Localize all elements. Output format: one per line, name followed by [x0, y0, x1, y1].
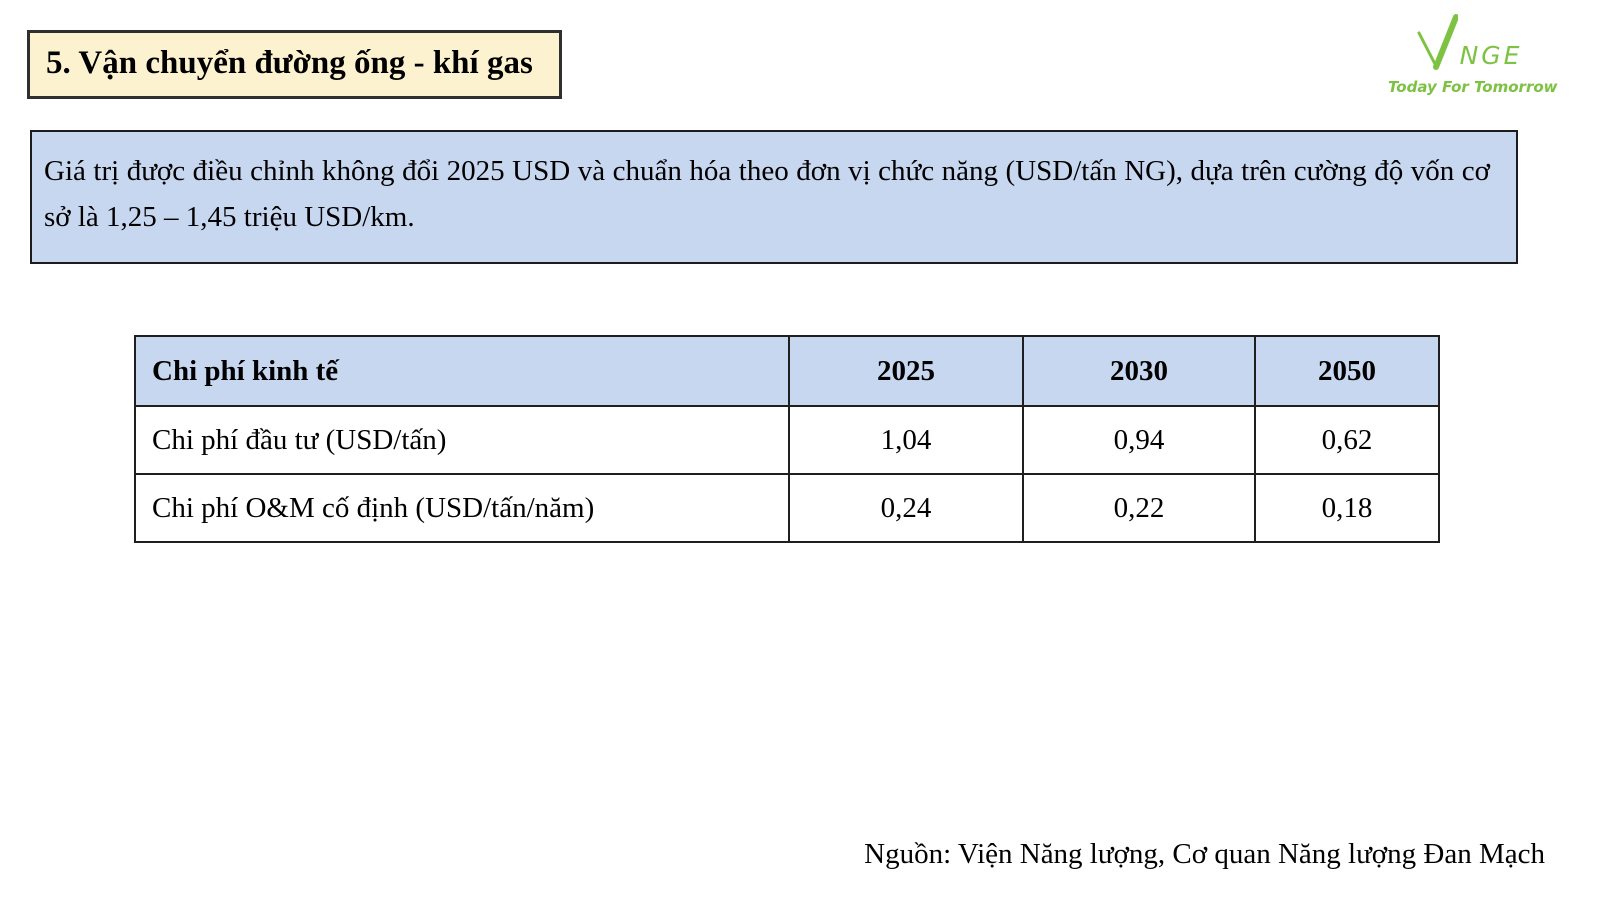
note-box: Giá trị được điều chỉnh không đổi 2025 U…	[30, 130, 1518, 264]
source-note: Nguồn: Viện Năng lượng, Cơ quan Năng lượ…	[864, 838, 1545, 870]
cell-om-2025: 0,24	[788, 473, 1024, 543]
column-header-2025: 2025	[788, 335, 1024, 407]
economic-cost-table: Chi phí kinh tế 2025 2030 2050 Chi phí đ…	[134, 335, 1440, 543]
page-title: 5. Vận chuyển đường ống - khí gas	[46, 45, 533, 81]
vnge-logo-tagline: Today For Tomorrow	[1388, 78, 1558, 96]
table-header-row: Chi phí kinh tế 2025 2030 2050	[134, 335, 1440, 407]
cell-investment-2030: 0,94	[1022, 405, 1256, 475]
column-header-label: Chi phí kinh tế	[134, 335, 790, 407]
cell-om-2050: 0,18	[1254, 473, 1440, 543]
slide-title-box: 5. Vận chuyển đường ống - khí gas	[27, 30, 562, 99]
note-text: Giá trị được điều chỉnh không đổi 2025 U…	[44, 155, 1490, 233]
column-header-2030: 2030	[1022, 335, 1256, 407]
cell-om-2030: 0,22	[1022, 473, 1256, 543]
row-label-investment-cost: Chi phí đầu tư (USD/tấn)	[134, 405, 790, 475]
cell-investment-2025: 1,04	[788, 405, 1024, 475]
vnge-logo-wordmark: NGE	[1388, 14, 1548, 70]
cell-investment-2050: 0,62	[1254, 405, 1440, 475]
table-row: Chi phí O&M cố định (USD/tấn/năm) 0,24 0…	[134, 473, 1440, 543]
checkmark-v-icon	[1417, 14, 1458, 70]
vnge-logo-text: NGE	[1459, 41, 1523, 70]
vnge-logo: NGE Today For Tomorrow	[1388, 14, 1558, 96]
table-row: Chi phí đầu tư (USD/tấn) 1,04 0,94 0,62	[134, 405, 1440, 475]
column-header-2050: 2050	[1254, 335, 1440, 407]
row-label-om-cost: Chi phí O&M cố định (USD/tấn/năm)	[134, 473, 790, 543]
